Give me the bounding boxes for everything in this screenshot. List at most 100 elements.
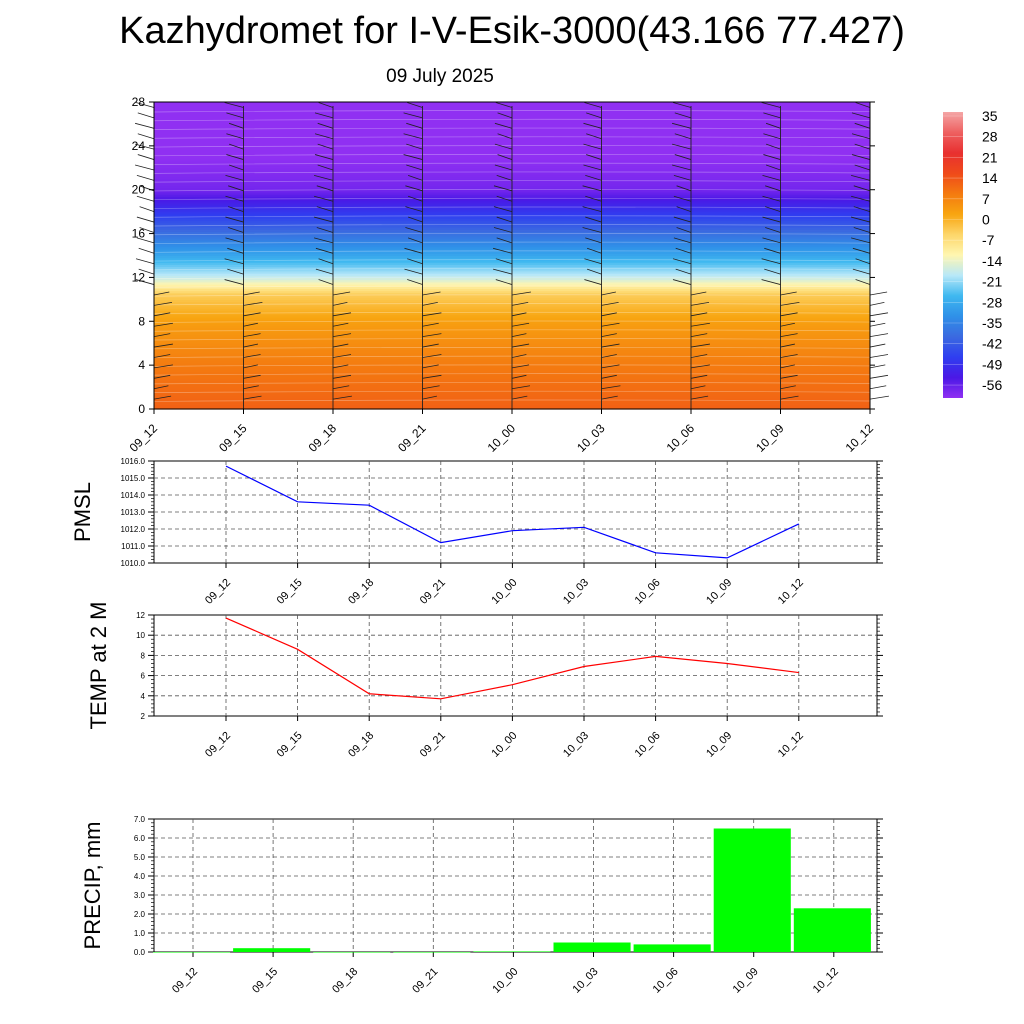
x-tick-label: 10_06 (651, 966, 681, 996)
x-tick-label: 10_09 (731, 966, 761, 996)
wind-barb (852, 268, 871, 275)
wind-barb (224, 258, 244, 265)
wind-barb (583, 143, 602, 150)
cross-section-panel: 0 4 8 12 16 20 24 28 09_12 09_15 09_18 09_21 10_00 10… (127, 95, 889, 455)
wind-barb (854, 122, 871, 129)
wind-barb (780, 291, 797, 296)
wind-barb (136, 175, 155, 181)
wind-barb (673, 175, 692, 181)
wind-barb (850, 175, 871, 181)
y-tick-label: 4 (138, 358, 145, 372)
wind-barb (492, 268, 513, 275)
x-tick-label: 10_09 (704, 730, 734, 760)
wind-barb (405, 227, 423, 233)
wind-barb (854, 164, 871, 171)
wind-barb (690, 385, 706, 390)
wind-barb (690, 364, 710, 369)
wind-barb (407, 279, 423, 285)
wind-barb (763, 112, 781, 119)
wind-barb (493, 227, 513, 233)
wind-barb (855, 102, 871, 108)
wind-barb (153, 322, 173, 327)
wind-barb (675, 268, 692, 275)
wind-barb (224, 102, 244, 108)
wind-barb (511, 301, 529, 306)
wind-barb (243, 354, 261, 358)
colorbar-label: -35 (982, 315, 1002, 331)
wind-barb (139, 227, 155, 233)
x-tick-label: 10_03 (561, 577, 591, 607)
wind-barb (765, 143, 781, 150)
wind-barb (601, 364, 620, 369)
wind-barb (318, 102, 334, 108)
panel-frame (153, 614, 878, 717)
wind-barb (582, 227, 602, 233)
wind-barb (332, 385, 350, 390)
wind-barb (869, 385, 887, 390)
wind-barb (314, 133, 334, 140)
wind-barb (243, 364, 258, 369)
wind-barb (582, 206, 602, 213)
wind-barb (492, 247, 513, 254)
wind-barb (780, 364, 795, 369)
y-tick-label: 28 (132, 95, 146, 109)
wind-barb (762, 175, 781, 181)
wind-barb (673, 237, 692, 244)
y-tick-label: 12 (132, 270, 146, 284)
wind-barb (243, 395, 262, 400)
wind-barb (496, 237, 513, 244)
y-tick-label: 16 (132, 227, 146, 241)
wind-barb (153, 364, 173, 369)
y-axis-label: PMSL (70, 482, 95, 542)
x-tick-label: 09_21 (418, 730, 448, 760)
wind-barb (671, 143, 692, 150)
temp-2m-panel: 2 4 6 8 10 12 09_12 09_15 09_18 09_21 10_00 10_03 10… (86, 602, 883, 760)
x-tick-label: 10_06 (633, 730, 663, 760)
wind-barb (763, 154, 781, 160)
wind-barb (243, 343, 258, 348)
wind-barb (228, 164, 244, 171)
wind-barb (153, 333, 171, 338)
bar (793, 908, 871, 952)
wind-barb (601, 354, 617, 358)
wind-barb (511, 291, 531, 296)
wind-barb (675, 247, 692, 254)
wind-barb (601, 322, 620, 327)
colorbar-label: -28 (982, 294, 1002, 310)
wind-barb (584, 258, 602, 265)
wind-barb (495, 258, 513, 265)
wind-barb (496, 195, 513, 202)
x-tick-label: 10_06 (664, 421, 698, 455)
wind-barb (228, 143, 244, 150)
wind-barb (153, 385, 169, 390)
wind-barb (690, 291, 707, 296)
wind-barb (403, 133, 423, 140)
wind-barb (855, 258, 871, 265)
wind-barb (332, 364, 349, 369)
wind-barb (585, 175, 602, 181)
wind-barb (601, 301, 619, 306)
wind-barb (332, 374, 352, 379)
wind-barb (765, 227, 781, 233)
wind-barb (226, 133, 244, 140)
wind-barb (153, 291, 170, 296)
wind-barb (153, 343, 173, 348)
x-tick-label: 10_09 (753, 421, 787, 455)
wind-barb (407, 102, 423, 108)
wind-barb (134, 122, 155, 129)
wind-barb (780, 374, 798, 379)
x-tick-label: 10_12 (811, 966, 841, 996)
wind-barb (316, 227, 334, 233)
wind-barb (690, 322, 710, 327)
wind-barb (137, 154, 155, 160)
x-tick-label: 09_15 (216, 421, 250, 455)
colorbar-label: -56 (982, 377, 1002, 393)
wind-barb (601, 374, 617, 379)
y-tick-label: 12 (136, 611, 145, 620)
colorbar-label: -14 (982, 253, 1002, 269)
colorbar: 35 28 21 14 7 0 -7 -14 -21 -28 -35 -42 -49 -56 (943, 108, 1002, 398)
bar (313, 952, 391, 953)
wind-barb (318, 258, 334, 265)
wind-barb (226, 154, 244, 160)
pmsl-panel: 1010.0 1011.0 1012.0 1013.0 1014.0 1015.0 1016… (70, 457, 883, 607)
